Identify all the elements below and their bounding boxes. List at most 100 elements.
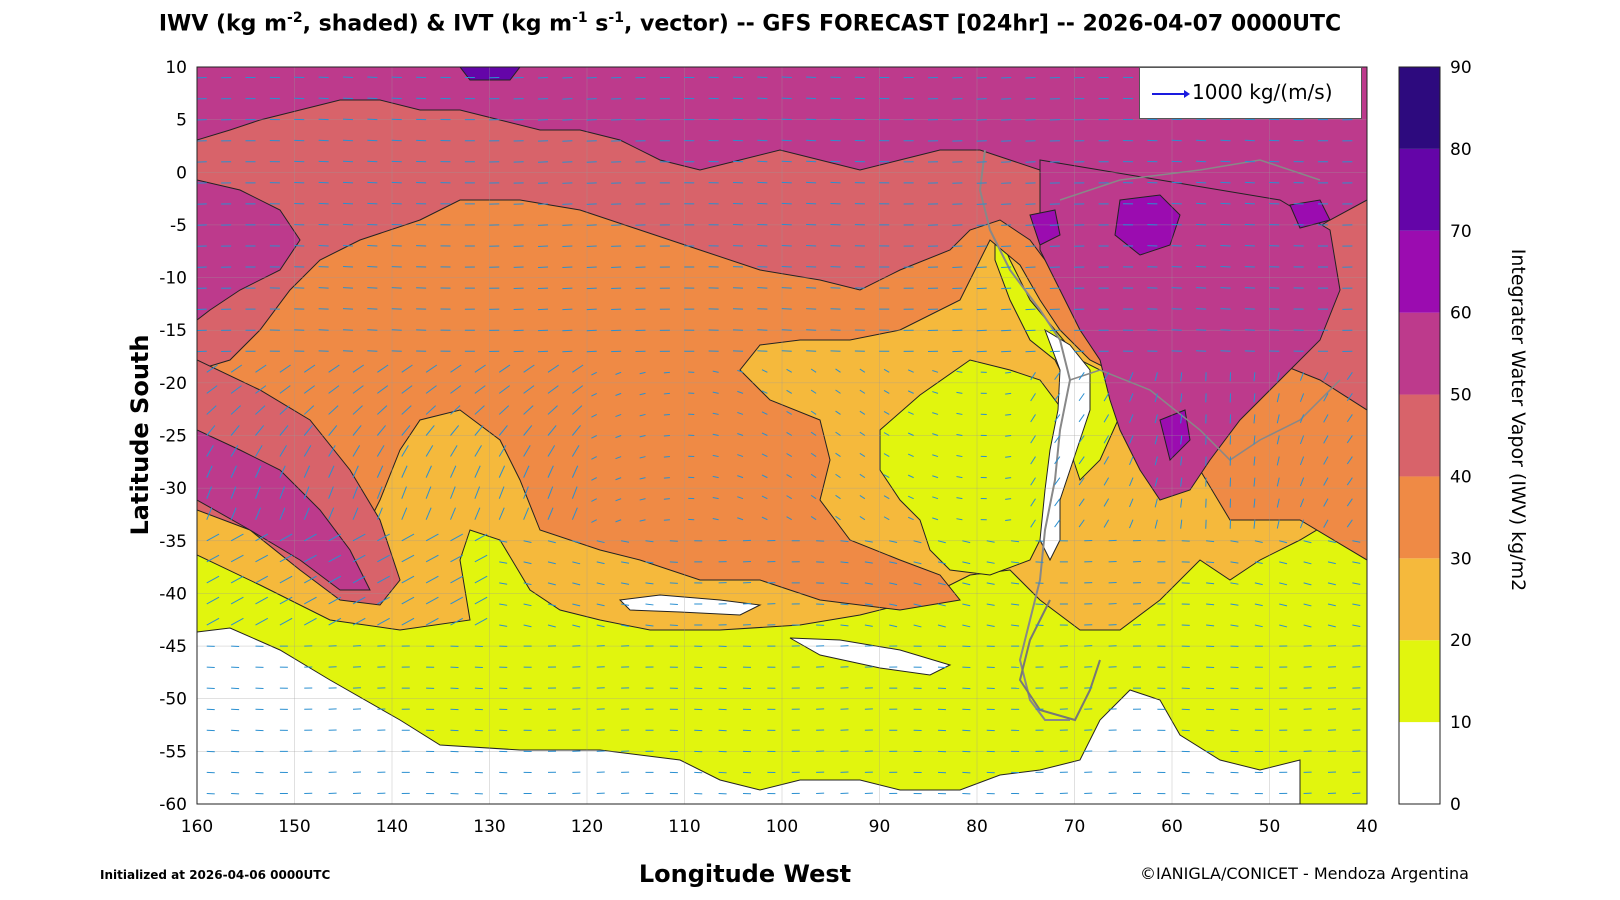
ivt-vector (352, 445, 361, 457)
ivt-vector (615, 477, 622, 481)
ivt-vector (883, 432, 890, 436)
ivt-vector (883, 411, 890, 415)
ivt-vector (547, 540, 556, 544)
ivt-vector (1327, 603, 1336, 607)
ivt-vector (1005, 519, 1012, 521)
ivt-vector (279, 405, 290, 415)
ivt-vector (761, 516, 768, 521)
ivt-vector (1030, 372, 1036, 381)
ivt-vector (1129, 456, 1134, 466)
ivt-vector (206, 425, 216, 436)
ivt-vector (474, 533, 488, 542)
ivt-vector (1030, 477, 1036, 486)
ivt-vector (645, 582, 654, 585)
ivt-vector (571, 507, 578, 520)
ivt-vector (425, 617, 439, 626)
ivt-vector (352, 364, 365, 373)
ivt-vector (571, 425, 581, 436)
colorbar-segment (1399, 67, 1440, 149)
ivt-vector (547, 624, 556, 628)
ivt-vector (1254, 582, 1263, 586)
ivt-vector (1253, 414, 1256, 424)
ivt-vector (474, 554, 488, 563)
ivt-vector (907, 453, 914, 458)
ivt-vector (883, 474, 890, 479)
ivt-vector (474, 364, 486, 373)
ivt-vector (761, 369, 768, 373)
ivt-vector (547, 425, 557, 436)
ivt-vector (206, 575, 220, 584)
ivt-vector (889, 540, 898, 543)
y-tick-label: -60 (159, 795, 187, 815)
ivt-vector (712, 370, 719, 373)
ivt-vector (712, 412, 719, 415)
ivt-vector (450, 364, 462, 373)
ivt-vector (1303, 582, 1312, 586)
ivt-vector (1154, 519, 1158, 529)
ivt-vector (255, 486, 261, 499)
ivt-vector (907, 474, 914, 479)
ivt-vector (1054, 456, 1061, 465)
ivt-vector (450, 425, 460, 436)
legend-label: 1000 kg/(m/s) (1192, 80, 1333, 104)
ivt-vector (352, 465, 359, 478)
ivt-vector (1035, 603, 1044, 605)
colorbar-tick-labels: 90 80 70 60 50 40 30 20 10 0 (1450, 58, 1472, 815)
ivt-vector (523, 603, 532, 607)
ivt-vector (737, 454, 744, 458)
ivt-vector (1011, 603, 1020, 606)
ivt-vector (206, 385, 218, 394)
ivt-vector (786, 432, 793, 436)
y-tick-label: -40 (159, 584, 187, 604)
ivt-vector (255, 617, 269, 626)
ivt-vector (840, 603, 849, 606)
ivt-vector (547, 445, 556, 457)
ivt-vector (230, 445, 239, 457)
y-tick-label: -35 (159, 532, 187, 552)
ivt-vector (425, 405, 436, 415)
ivt-vector (425, 533, 439, 542)
x-tick-label: 110 (668, 817, 700, 837)
ivt-vector (1180, 372, 1183, 382)
ivt-vector (523, 561, 532, 565)
iwv-band-0-10-b (789, 637, 952, 676)
ivt-vector (1279, 582, 1288, 586)
ivt-vector (255, 575, 269, 584)
ivt-vector (883, 495, 890, 500)
ivt-vector (425, 596, 439, 605)
ivt-vector (1279, 540, 1288, 544)
ivt-vector (889, 624, 898, 628)
ivt-vector (304, 533, 317, 542)
iwv-band-0-10-a (618, 594, 762, 616)
ivt-vector (663, 371, 670, 374)
ivt-vector (1180, 414, 1183, 424)
ivt-vector (352, 617, 366, 626)
ivt-vector (255, 425, 265, 436)
ivt-vector (450, 596, 464, 605)
ivt-vector (1254, 624, 1263, 628)
ivt-vector (986, 582, 995, 585)
legend-arrow-icon (1152, 90, 1190, 98)
iwv-band-10-20-pacific (879, 359, 1071, 576)
ivt-vector (1303, 561, 1312, 565)
ivt-vector (255, 445, 263, 457)
ivt-vector (352, 385, 364, 394)
ivt-vector (1011, 561, 1020, 564)
colorbar-label: Integrater Water Vapor (IWV) kg/m2 (1507, 249, 1529, 592)
initialized-note: Initialized at 2026-04-06 0000UTC (100, 868, 331, 882)
ivt-vector (986, 540, 995, 543)
colorbar-tick-label: 10 (1450, 713, 1472, 733)
ivt-vector (1276, 456, 1280, 466)
x-tick-label: 120 (571, 817, 603, 837)
ivt-vector (401, 445, 409, 457)
ivt-vector (810, 410, 817, 415)
ivt-vector (840, 582, 849, 585)
ivt-vector (450, 554, 464, 563)
ivt-vector (615, 392, 622, 396)
ivt-vector (596, 624, 605, 628)
ivt-vector (523, 445, 531, 457)
ivt-vector (1279, 561, 1288, 565)
colorbar (1398, 66, 1441, 805)
y-tick-label: -55 (159, 742, 187, 762)
ivt-vector (1323, 435, 1329, 444)
